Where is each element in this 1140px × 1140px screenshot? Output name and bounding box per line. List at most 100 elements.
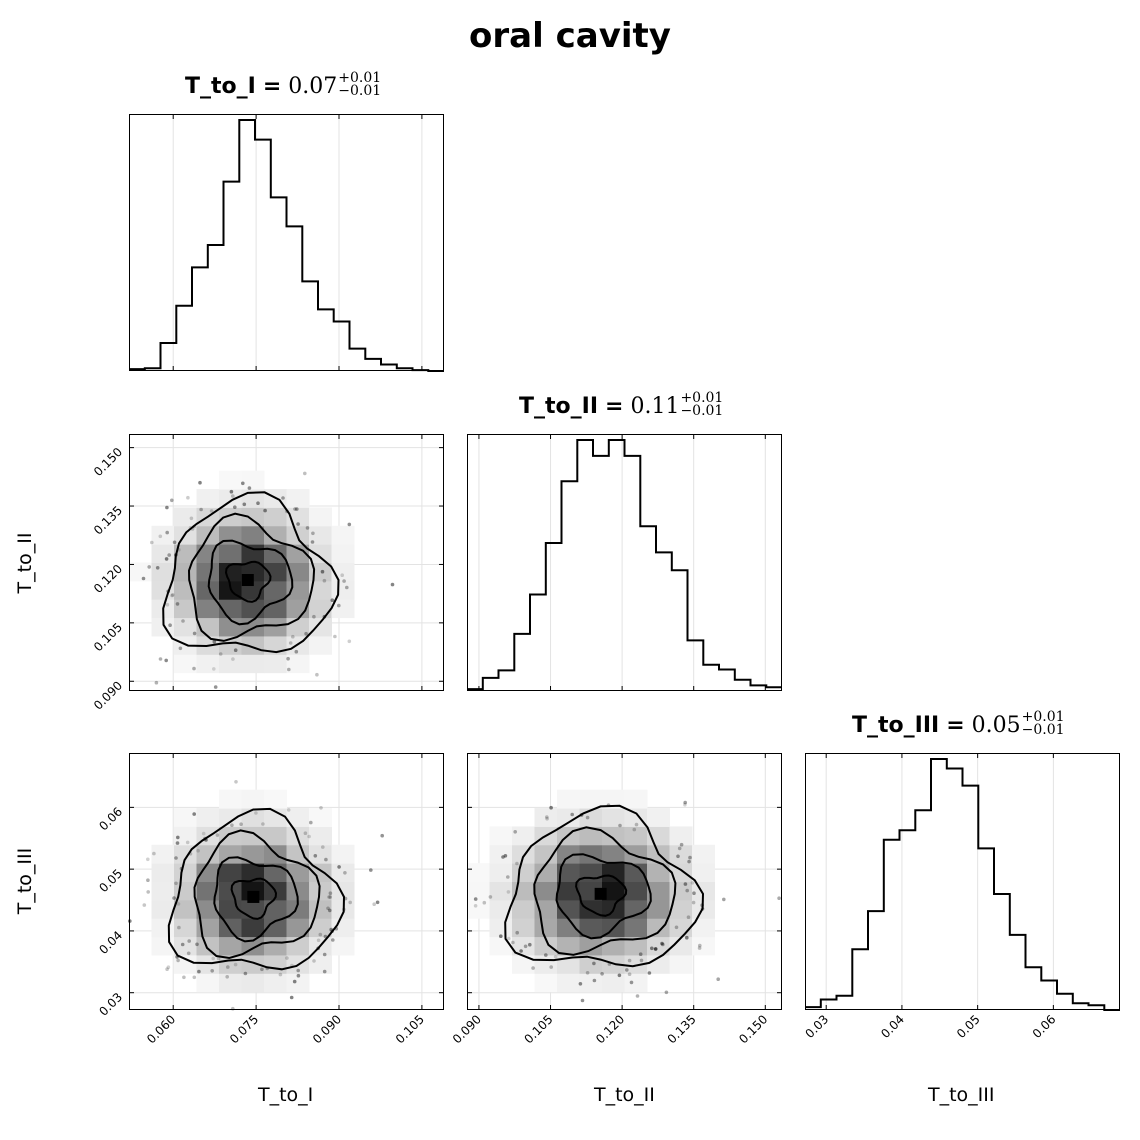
scatter-point (473, 897, 478, 901)
scatter-point (158, 534, 163, 539)
density-cell (309, 954, 332, 974)
density-cell (557, 936, 580, 956)
density-cell (174, 918, 197, 938)
density-cell (174, 544, 197, 563)
density-cell (579, 936, 603, 956)
density-cell (151, 562, 175, 582)
density-cell (331, 936, 355, 956)
panel-title-t-to-i: T_to_I = 0.07 +0.01 −0.01 (185, 71, 381, 100)
density-cell (219, 525, 242, 545)
density-cell (512, 844, 535, 864)
density-cell (241, 826, 265, 846)
scatter-point (697, 946, 702, 950)
density-cell (264, 808, 287, 827)
x-tick-label: 0.090 (310, 1012, 344, 1046)
density-cell (309, 562, 332, 582)
density-T_to_I-T_to_III (151, 789, 355, 993)
scatter-point (676, 854, 680, 859)
scatter-point (233, 962, 238, 967)
x-tick-label: 0.04 (878, 1012, 907, 1041)
scatter-point (692, 891, 696, 895)
scatter-point (330, 598, 335, 602)
panel-title-t-to-iii: T_to_III = 0.05 +0.01 −0.01 (852, 710, 1065, 739)
density-cell (624, 826, 648, 846)
scatter-point (216, 956, 221, 961)
x-tick-label: 0.105 (521, 1012, 555, 1046)
scatter-point (170, 498, 174, 503)
density-cell (534, 881, 558, 901)
param-value: 0.07 (288, 74, 338, 99)
density-cell (309, 881, 332, 901)
scatter-point (592, 978, 597, 983)
scatter-point (664, 990, 669, 995)
density-cell (196, 580, 220, 600)
x-tick-label: 0.060 (144, 1012, 178, 1046)
density-cell (331, 544, 355, 563)
scatter-point (171, 593, 175, 597)
density-cell (219, 918, 242, 938)
density-cell (467, 899, 490, 919)
density-cell (309, 808, 332, 827)
contour-line (224, 560, 272, 603)
scatter-point (716, 977, 720, 981)
density-cell (219, 654, 242, 674)
scatter-point (146, 890, 150, 894)
scatter-point (545, 816, 549, 821)
scatter-point (189, 516, 194, 521)
scatter-point (213, 685, 218, 689)
scatter-point (181, 619, 185, 623)
scatter-point (176, 958, 180, 963)
scatter-point (312, 614, 316, 619)
density-cell (196, 844, 220, 864)
x-tick-label: 0.075 (227, 1012, 261, 1046)
param-name: T_to_I (185, 74, 256, 99)
scatter-point (625, 968, 629, 972)
density-cell (489, 918, 513, 938)
contour-line (187, 512, 316, 642)
contour-line (504, 804, 705, 968)
contour-line (213, 856, 299, 943)
scatter-point (192, 666, 196, 671)
scatter-point (653, 947, 658, 951)
histogram-step-T_to_I (129, 119, 444, 372)
density-cell (286, 544, 310, 563)
scatter-point (499, 934, 503, 938)
density-cell (309, 844, 332, 864)
density-peak (594, 887, 607, 900)
density-cell (151, 844, 175, 864)
scatter-point (585, 971, 590, 975)
scatter-point (337, 865, 341, 869)
scatter-point (482, 900, 487, 905)
scatter-point (293, 507, 297, 511)
scatter-point (146, 857, 150, 862)
scatter-point (295, 507, 299, 511)
scatter-point (347, 639, 352, 644)
scatter-point (316, 938, 321, 943)
density-cell (624, 918, 648, 938)
param-error: +0.01 −0.01 (338, 71, 381, 98)
scatter-point (229, 489, 234, 494)
density-cell (647, 808, 670, 827)
scatter-point (260, 967, 264, 972)
scatter-point (256, 501, 260, 506)
density-cell (219, 562, 242, 582)
scatter-point (243, 971, 248, 976)
scatter-point (318, 932, 323, 937)
scatter-point (285, 956, 289, 960)
scatter-point (342, 579, 346, 583)
density-cell (196, 562, 220, 582)
scatter-point (286, 808, 291, 812)
density-cell (669, 826, 693, 846)
scatter-point (544, 953, 548, 957)
scatter-point (231, 657, 235, 661)
density-cell (512, 863, 535, 882)
scatter-point (305, 526, 310, 530)
scatter-point (473, 904, 478, 908)
density-cell (219, 844, 242, 864)
scatter-point (343, 871, 347, 875)
density-cell (219, 863, 242, 882)
density-cell (331, 580, 355, 600)
density-cell (174, 863, 197, 882)
panel-border (129, 753, 444, 1010)
